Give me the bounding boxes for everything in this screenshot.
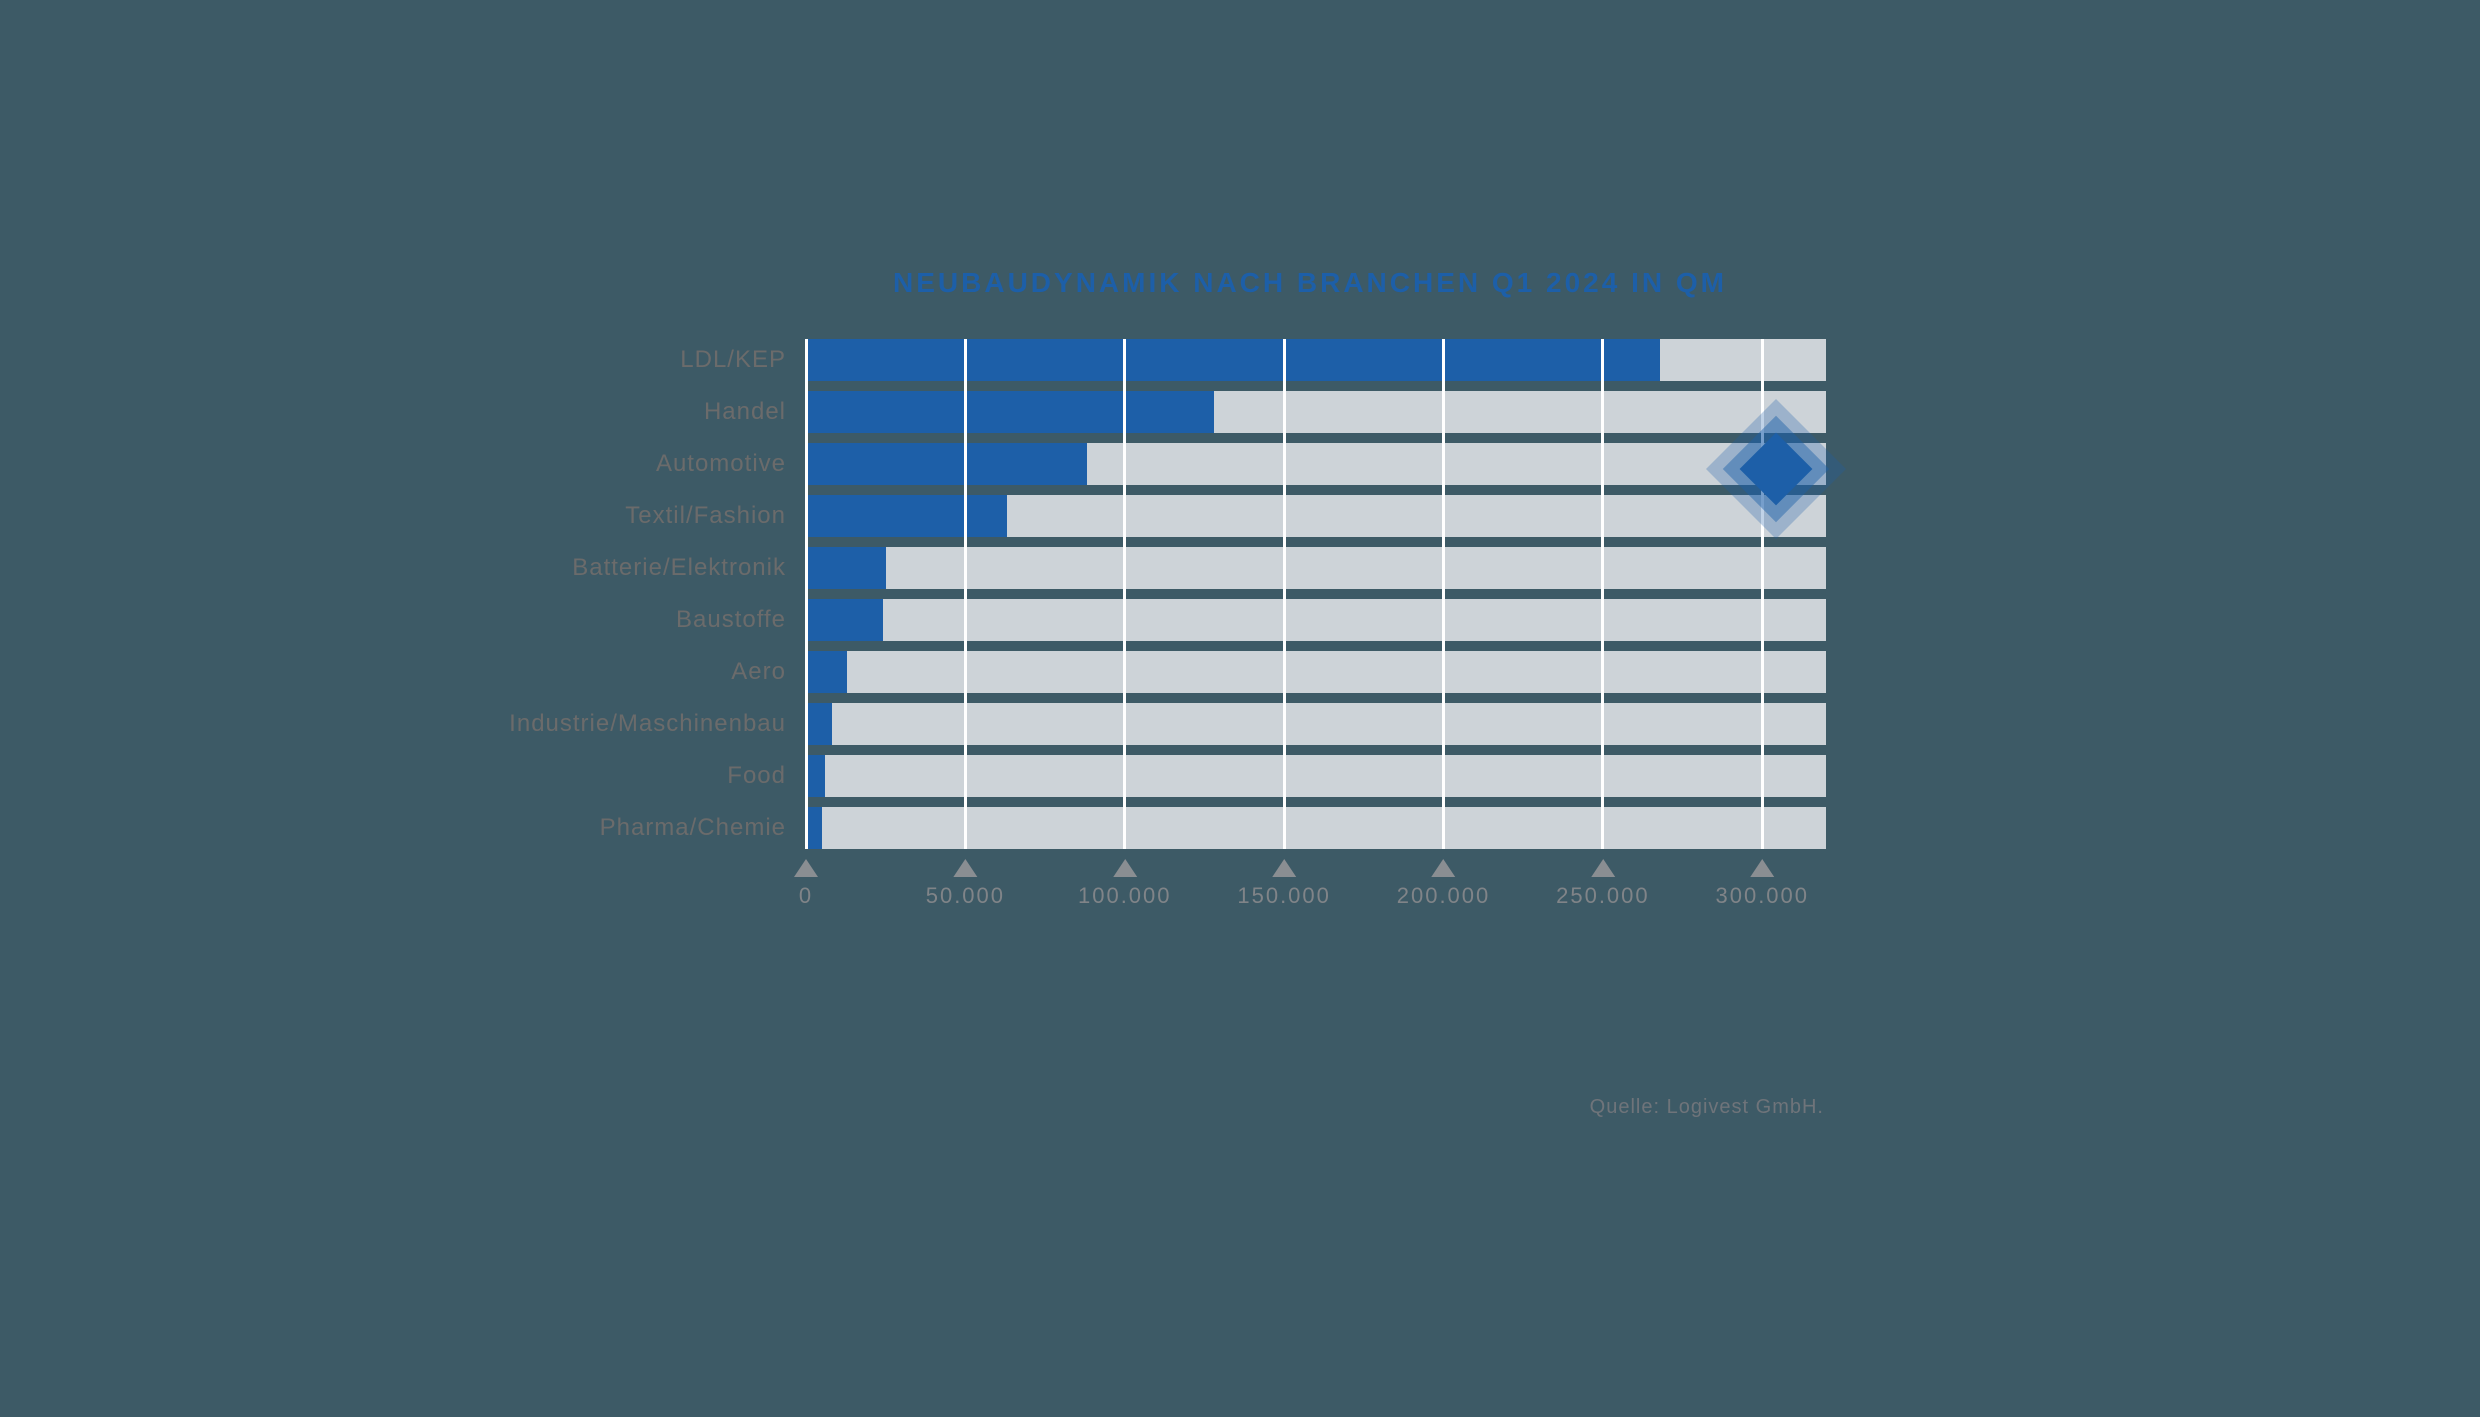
bar-track	[806, 495, 1826, 537]
category-label: Food	[466, 755, 806, 797]
bar-track	[806, 651, 1826, 693]
bar-fill	[806, 391, 1214, 433]
x-axis-tick: 0	[794, 859, 818, 909]
tick-label: 150.000	[1237, 883, 1331, 909]
x-axis-tick: 250.000	[1556, 859, 1650, 909]
bar-fill	[806, 339, 1660, 381]
bar-track	[806, 755, 1826, 797]
chart-title: NEUBAUDYNAMIK NACH BRANCHEN Q1 2024 IN Q…	[606, 267, 2014, 299]
bar-fill	[806, 443, 1087, 485]
bar-fill	[806, 755, 825, 797]
bar-track	[806, 807, 1826, 849]
chart-container: NEUBAUDYNAMIK NACH BRANCHEN Q1 2024 IN Q…	[466, 267, 2014, 1151]
bar-fill	[806, 703, 832, 745]
category-label: LDL/KEP	[466, 339, 806, 381]
tick-arrow-icon	[794, 859, 818, 877]
bars-area	[806, 339, 1826, 849]
bar-track	[806, 339, 1826, 381]
bar-fill	[806, 547, 886, 589]
category-label: Automotive	[466, 443, 806, 485]
tick-label: 0	[799, 883, 813, 909]
chart-body: LDL/KEP Handel Automotive Textil/Fashion Bat…	[466, 339, 2014, 849]
y-axis-labels: LDL/KEP Handel Automotive Textil/Fashion Bat…	[466, 339, 806, 849]
x-axis-tick: 300.000	[1715, 859, 1809, 909]
tick-label: 300.000	[1715, 883, 1809, 909]
category-label: Aero	[466, 651, 806, 693]
bar-track	[806, 391, 1826, 433]
category-label: Pharma/Chemie	[466, 807, 806, 849]
tick-label: 50.000	[926, 883, 1005, 909]
source-text: Quelle: Logivest GmbH.	[1590, 1096, 1824, 1119]
tick-arrow-icon	[953, 859, 977, 877]
tick-arrow-icon	[1432, 859, 1456, 877]
category-label: Industrie/Maschinenbau	[466, 703, 806, 745]
bar-track	[806, 547, 1826, 589]
bar-fill	[806, 651, 847, 693]
bar-track	[806, 599, 1826, 641]
tick-label: 200.000	[1397, 883, 1491, 909]
x-axis-tick: 50.000	[926, 859, 1005, 909]
tick-arrow-icon	[1591, 859, 1615, 877]
bar-track	[806, 703, 1826, 745]
x-axis-tick: 100.000	[1078, 859, 1172, 909]
category-label: Textil/Fashion	[466, 495, 806, 537]
bar-fill	[806, 599, 883, 641]
x-axis-tick: 150.000	[1237, 859, 1331, 909]
category-label: Batterie/Elektronik	[466, 547, 806, 589]
tick-label: 100.000	[1078, 883, 1172, 909]
x-axis-tick: 200.000	[1397, 859, 1491, 909]
tick-label: 250.000	[1556, 883, 1650, 909]
bar-track	[806, 443, 1826, 485]
tick-arrow-icon	[1750, 859, 1774, 877]
tick-arrow-icon	[1113, 859, 1137, 877]
bar-fill	[806, 495, 1007, 537]
category-label: Handel	[466, 391, 806, 433]
tick-arrow-icon	[1272, 859, 1296, 877]
category-label: Baustoffe	[466, 599, 806, 641]
bar-fill	[806, 807, 822, 849]
